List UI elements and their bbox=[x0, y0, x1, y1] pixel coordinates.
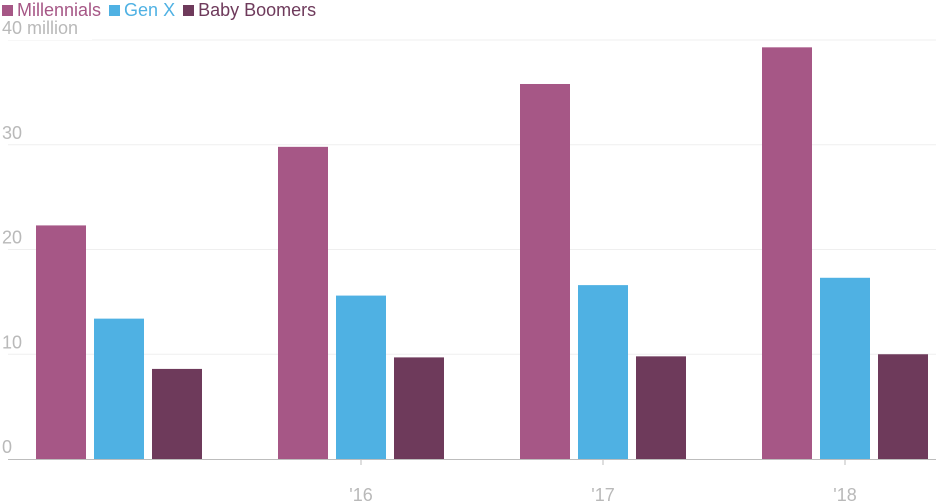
legend: Millennials Gen X Baby Boomers bbox=[2, 0, 324, 22]
bar-millennials-16 bbox=[278, 146, 328, 459]
bar-millennials-17 bbox=[520, 83, 570, 460]
bar-gen-x-17 bbox=[578, 285, 628, 459]
bar-millennials-group-0 bbox=[36, 225, 86, 459]
bar-gen-x-16 bbox=[336, 295, 386, 459]
bar-millennials-18 bbox=[762, 47, 812, 460]
bar-baby-boomers-17 bbox=[636, 356, 686, 459]
bar-baby-boomers-16 bbox=[394, 357, 444, 459]
legend-label-millennials: Millennials bbox=[17, 0, 102, 20]
legend-label-gen-x: Gen X bbox=[124, 0, 176, 20]
x-tick-label-17: '17 bbox=[591, 485, 614, 503]
legend-swatch-baby-boomers bbox=[183, 4, 195, 16]
bar-gen-x-group-0 bbox=[94, 318, 144, 459]
y-tick-label-10: 10 bbox=[2, 332, 22, 352]
legend-item-gen-x: Gen X bbox=[109, 0, 175, 21]
bar-baby-boomers-group-0 bbox=[152, 368, 202, 459]
y-tick-label-30: 30 bbox=[2, 123, 22, 143]
legend-swatch-millennials bbox=[2, 4, 13, 16]
legend-item-baby-boomers: Baby Boomers bbox=[183, 0, 316, 21]
y-tick-label-40: 40 million bbox=[2, 18, 78, 38]
x-tick-label-18: '18 bbox=[833, 485, 856, 503]
tick-labels: 0 10 20 30 40 million '16 '17 '18 bbox=[0, 16, 857, 503]
y-tick-label-20: 20 bbox=[2, 228, 22, 248]
legend-label-baby-boomers: Baby Boomers bbox=[198, 0, 317, 20]
bar-gen-x-18 bbox=[820, 277, 870, 459]
bar-baby-boomers-18 bbox=[878, 354, 928, 459]
legend-swatch-gen-x bbox=[109, 4, 121, 16]
bars bbox=[36, 47, 928, 460]
legend-item-millennials: Millennials bbox=[2, 0, 101, 21]
axes bbox=[8, 459, 936, 465]
y-tick-label-background bbox=[0, 16, 92, 40]
x-tick-label-16: '16 bbox=[349, 485, 372, 503]
y-tick-label-0: 0 bbox=[2, 437, 12, 457]
